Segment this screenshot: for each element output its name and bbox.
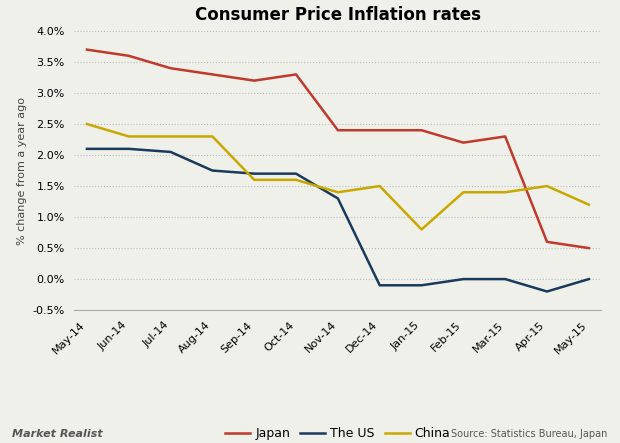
China — [376, 183, 383, 189]
The US — [250, 171, 258, 176]
China — [459, 190, 467, 195]
Japan — [167, 66, 174, 71]
Japan — [250, 78, 258, 83]
Japan — [376, 128, 383, 133]
Legend: Japan, The US, China: Japan, The US, China — [220, 423, 456, 443]
Japan — [459, 140, 467, 145]
Japan — [125, 53, 133, 58]
China — [418, 227, 425, 232]
The US — [585, 276, 593, 282]
China — [167, 134, 174, 139]
Title: Consumer Price Inflation rates: Consumer Price Inflation rates — [195, 6, 481, 24]
Japan — [83, 47, 91, 52]
Japan — [334, 128, 342, 133]
The US — [167, 149, 174, 155]
The US — [83, 146, 91, 152]
The US — [418, 283, 425, 288]
Y-axis label: % change from a year ago: % change from a year ago — [17, 97, 27, 245]
Japan — [209, 72, 216, 77]
The US — [293, 171, 300, 176]
The US — [459, 276, 467, 282]
Text: Market Realist: Market Realist — [12, 428, 103, 439]
The US — [334, 196, 342, 201]
The US — [125, 146, 133, 152]
Line: China: China — [87, 124, 589, 229]
China — [125, 134, 133, 139]
The US — [209, 168, 216, 173]
Line: The US: The US — [87, 149, 589, 291]
Japan — [543, 239, 551, 245]
China — [543, 183, 551, 189]
China — [209, 134, 216, 139]
China — [250, 177, 258, 183]
China — [585, 202, 593, 207]
Japan — [585, 245, 593, 251]
China — [334, 190, 342, 195]
China — [293, 177, 300, 183]
China — [83, 121, 91, 127]
Japan — [502, 134, 509, 139]
The US — [502, 276, 509, 282]
Japan — [293, 72, 300, 77]
Japan — [418, 128, 425, 133]
Text: Source: Statistics Bureau, Japan: Source: Statistics Bureau, Japan — [451, 428, 608, 439]
China — [502, 190, 509, 195]
Line: Japan: Japan — [87, 50, 589, 248]
The US — [543, 289, 551, 294]
The US — [376, 283, 383, 288]
